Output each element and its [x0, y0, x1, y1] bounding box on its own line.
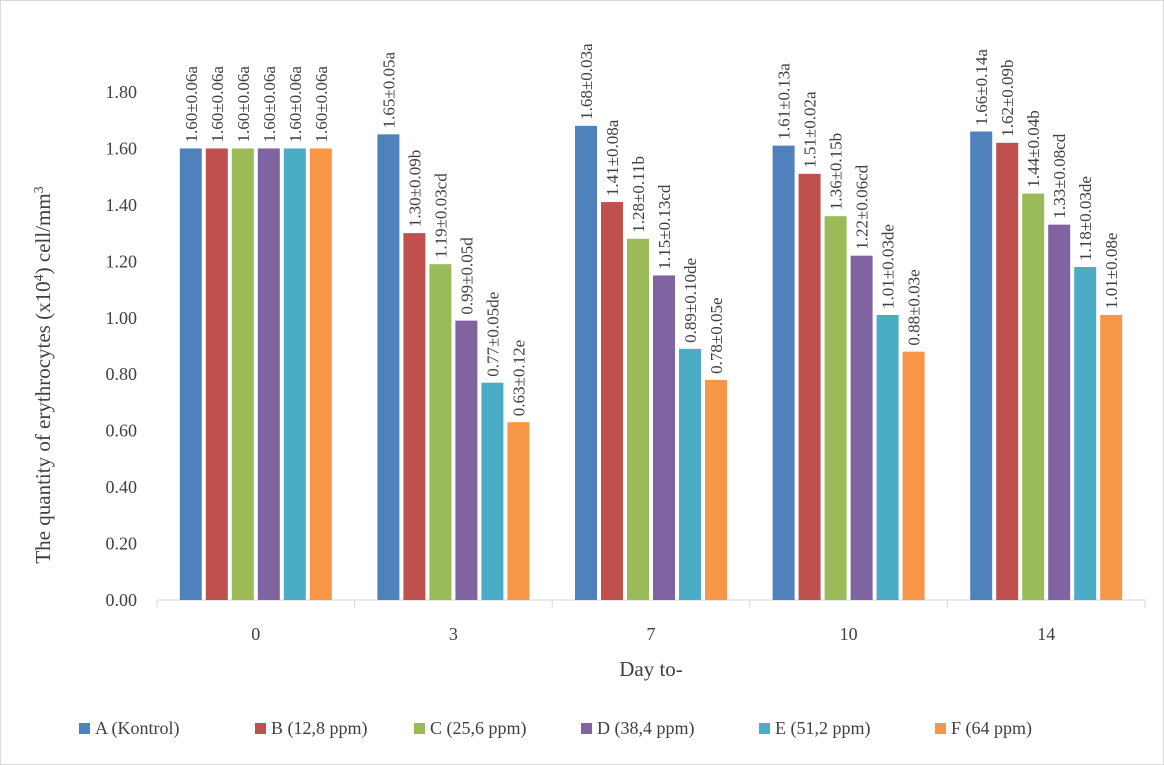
x-tick-label: 0: [251, 624, 260, 644]
legend-label: E (51,2 ppm): [775, 718, 870, 739]
data-label: 0.89±0.10de: [681, 258, 700, 343]
data-label: 1.22±0.06cd: [853, 164, 872, 249]
data-label: 0.63±0.12e: [509, 340, 528, 416]
legend-swatch: [581, 723, 592, 734]
data-label: 0.77±0.05de: [483, 292, 502, 377]
y-tick-label: 0.80: [106, 364, 138, 384]
legend-swatch: [414, 723, 425, 734]
y-axis-label: The quantity of erythrocytes (x104) cell…: [31, 186, 55, 563]
bar: [902, 351, 925, 600]
data-label: 1.30±0.09b: [405, 150, 424, 227]
data-label: 1.60±0.06a: [286, 66, 305, 143]
bar: [283, 148, 306, 600]
bar: [205, 148, 228, 600]
data-label: 1.41±0.08a: [603, 119, 622, 196]
x-tick-label: 7: [647, 624, 656, 644]
bar: [429, 264, 452, 600]
bar: [627, 238, 649, 600]
bar: [970, 131, 993, 600]
legend-swatch: [79, 723, 90, 734]
bar: [1022, 193, 1045, 600]
bar: [481, 382, 504, 600]
y-tick-label: 1.20: [106, 251, 138, 271]
bar: [179, 148, 202, 600]
bar: [1048, 224, 1071, 600]
y-tick-label: 1.80: [106, 82, 138, 102]
legend-label: B (12,8 ppm): [271, 718, 368, 739]
data-label: 1.66±0.14a: [972, 49, 991, 126]
x-tick-label: 10: [840, 624, 858, 644]
legend-swatch: [255, 723, 266, 734]
data-label: 1.36±0.15b: [827, 133, 846, 210]
data-label: 1.19±0.03cd: [431, 173, 450, 258]
legend-swatch: [759, 723, 770, 734]
bar: [679, 348, 701, 600]
data-label: 1.60±0.06a: [182, 66, 201, 143]
legend-swatch: [935, 723, 946, 734]
bar: [575, 125, 597, 600]
data-label: 1.60±0.06a: [312, 66, 331, 143]
data-label: 0.78±0.05e: [707, 297, 726, 373]
bar: [309, 148, 332, 600]
data-label: 1.61±0.13a: [775, 63, 794, 140]
legend: A (Kontrol) B (12,8 ppm) C (25,6 ppm) D (38…: [79, 718, 1032, 739]
bar: [601, 202, 623, 601]
x-tick-label: 14: [1037, 624, 1055, 644]
y-tick-label: 0.00: [106, 590, 138, 610]
data-label: 0.88±0.03e: [905, 269, 924, 345]
y-tick-label: 1.60: [106, 138, 138, 158]
data-label: 1.62±0.09b: [998, 59, 1017, 136]
data-label: 1.44±0.04b: [1024, 110, 1043, 187]
x-tick-label: 3: [449, 624, 458, 644]
data-label: 0.99±0.05d: [457, 237, 476, 315]
bar: [772, 145, 795, 600]
bar: [653, 275, 675, 600]
bar: [455, 320, 478, 600]
legend-label: D (38,4 ppm): [597, 718, 695, 739]
bar: [996, 142, 1019, 601]
legend-label: F (64 ppm): [951, 718, 1032, 739]
bar: [798, 173, 821, 600]
bar: [705, 379, 727, 600]
bar: [257, 148, 280, 600]
x-axis-label: Day to-: [619, 657, 683, 681]
legend-label: C (25,6 ppm): [430, 718, 527, 739]
data-label: 1.15±0.13cd: [655, 184, 674, 269]
data-label: 1.28±0.11b: [629, 156, 648, 233]
data-label: 1.60±0.06a: [260, 66, 279, 143]
bar: [824, 216, 847, 600]
y-tick-label: 0.60: [106, 421, 138, 441]
bar: [1100, 314, 1123, 600]
data-label: 1.01±0.03de: [879, 224, 898, 309]
bar: [850, 255, 873, 600]
bar: [403, 233, 426, 600]
y-tick-label: 0.40: [106, 477, 138, 497]
bar: [507, 422, 530, 600]
bar: [1074, 266, 1097, 600]
data-label: 1.18±0.03de: [1076, 176, 1095, 261]
data-label: 1.51±0.02a: [801, 91, 820, 168]
data-label: 1.60±0.06a: [234, 66, 253, 143]
legend-label: A (Kontrol): [95, 718, 180, 739]
data-label: 1.60±0.06a: [208, 66, 227, 143]
data-label: 1.33±0.08cd: [1050, 133, 1069, 218]
bar: [876, 314, 899, 600]
y-tick-label: 1.40: [106, 195, 138, 215]
bar: [231, 148, 254, 600]
bar: [377, 134, 400, 601]
data-label: 1.01±0.08e: [1102, 233, 1121, 309]
data-label: 1.68±0.03a: [577, 43, 596, 120]
y-tick-label: 1.00: [106, 308, 138, 328]
plot-area: 0.00 0.20 0.40 0.60 0.80 1.00 1.20 1.40 1.60 1.80…: [106, 43, 1146, 644]
data-label: 1.65±0.05a: [379, 52, 398, 129]
y-tick-label: 0.20: [106, 534, 138, 554]
